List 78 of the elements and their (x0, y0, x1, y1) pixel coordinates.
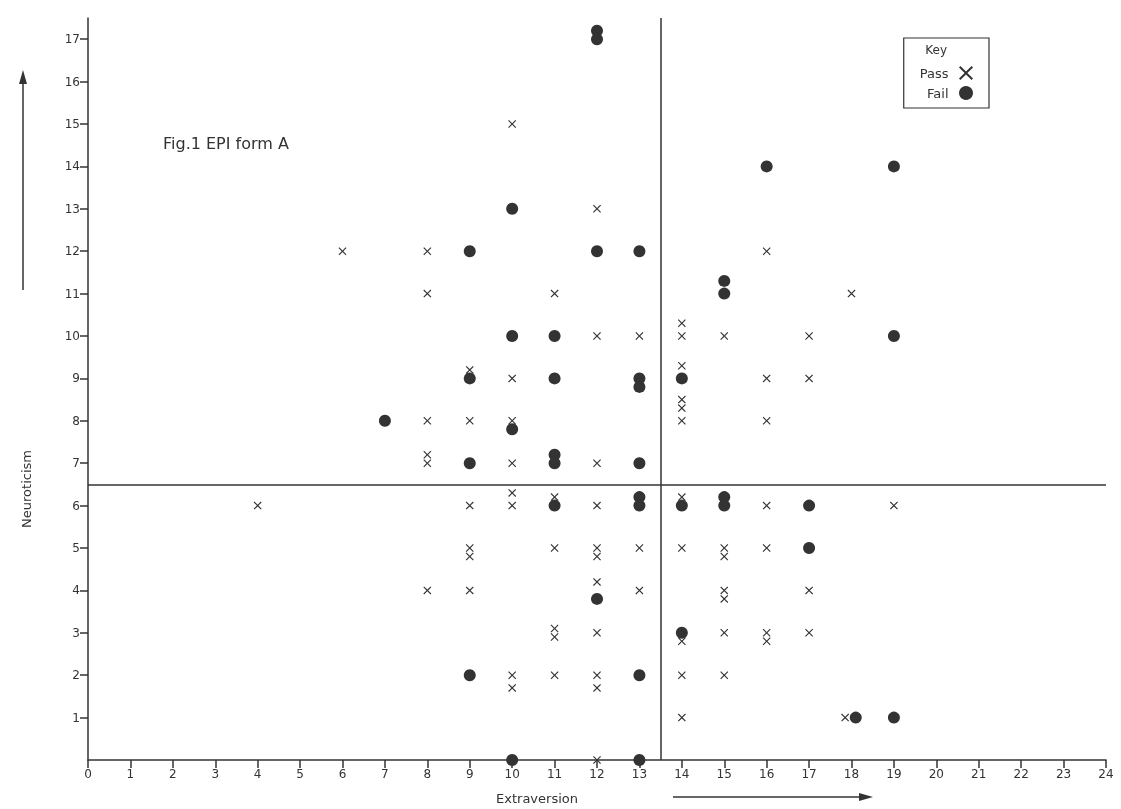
point (548, 330, 561, 342)
y-tick-label: 14 (64, 159, 80, 174)
legend-label: Pass (919, 65, 949, 81)
x-tick-label: 8 (423, 767, 432, 781)
point (506, 423, 519, 436)
x-tick-label: 14 (674, 767, 690, 781)
point (633, 669, 646, 682)
x-tick-label: 1 (126, 767, 135, 781)
x-tick-label: 15 (716, 767, 732, 781)
point (718, 274, 731, 287)
y-tick-label: 9 (72, 371, 80, 386)
x-tick-label: 3 (211, 767, 220, 781)
point (506, 754, 519, 766)
point (463, 669, 476, 682)
point (675, 626, 688, 639)
point (548, 499, 561, 512)
x-tick-label: 23 (1055, 767, 1072, 781)
y-tick-label: 15 (64, 117, 80, 131)
point (506, 330, 519, 342)
point (803, 542, 816, 554)
y-axis-title: Neuroticism (19, 450, 34, 528)
y-tick-label: 4 (72, 583, 80, 598)
y-tick-label: 13 (64, 201, 80, 216)
y-tick-label: 5 (72, 541, 80, 555)
point (633, 754, 646, 766)
point (506, 202, 519, 215)
y-tick-label: 7 (72, 456, 80, 471)
point (463, 372, 476, 385)
x-axis-title: Extraversion (496, 791, 578, 806)
x-tick-label: 11 (546, 767, 563, 781)
point (760, 160, 773, 173)
point (463, 245, 476, 258)
point (378, 414, 391, 427)
x-tick-label: 22 (1013, 767, 1029, 781)
y-tick-label: 10 (64, 329, 80, 343)
point (675, 372, 688, 385)
point (675, 499, 688, 512)
point (803, 499, 816, 512)
x-tick-label: 18 (843, 767, 860, 781)
point (633, 245, 646, 258)
x-tick-label: 21 (971, 767, 987, 781)
y-tick-label: 11 (64, 286, 80, 301)
point (591, 592, 603, 605)
x-tick-label: 16 (759, 767, 775, 781)
x-tick-label: 19 (886, 767, 902, 781)
point (718, 287, 731, 300)
point (591, 245, 603, 258)
legend-title: Key (925, 43, 948, 57)
point (548, 372, 561, 385)
legend-label: Fail (927, 85, 949, 101)
y-tick-label: 1 (72, 710, 80, 725)
point (887, 160, 900, 173)
y-tick-label: 12 (64, 244, 80, 259)
x-tick-label: 10 (504, 767, 520, 781)
x-tick-label: 24 (1098, 767, 1114, 781)
x-tick-label: 12 (589, 767, 605, 781)
y-tick-label: 2 (72, 668, 80, 683)
y-tick-label: 3 (72, 625, 80, 640)
x-tick-label: 5 (296, 767, 304, 781)
x-tick-label: 17 (801, 767, 817, 781)
y-tick-label: 6 (72, 498, 80, 513)
point (849, 711, 862, 724)
point (887, 711, 900, 724)
text: Fig.1 EPI form A (163, 133, 289, 153)
x-tick-label: 7 (381, 767, 389, 781)
x-tick-label: 9 (465, 767, 474, 781)
x-tick-label: 13 (631, 767, 648, 781)
point (887, 330, 900, 342)
point (633, 457, 646, 470)
point (463, 457, 476, 470)
x-tick-label: 0 (84, 767, 92, 781)
y-tick-label: 17 (64, 32, 80, 47)
x-tick-label: 2 (169, 767, 177, 781)
x-tick-label: 4 (253, 767, 262, 781)
y-tick-label: 8 (72, 413, 80, 428)
x-tick-label: 6 (338, 767, 347, 781)
x-tick-label: 20 (928, 767, 944, 781)
y-tick-label: 16 (64, 74, 80, 89)
